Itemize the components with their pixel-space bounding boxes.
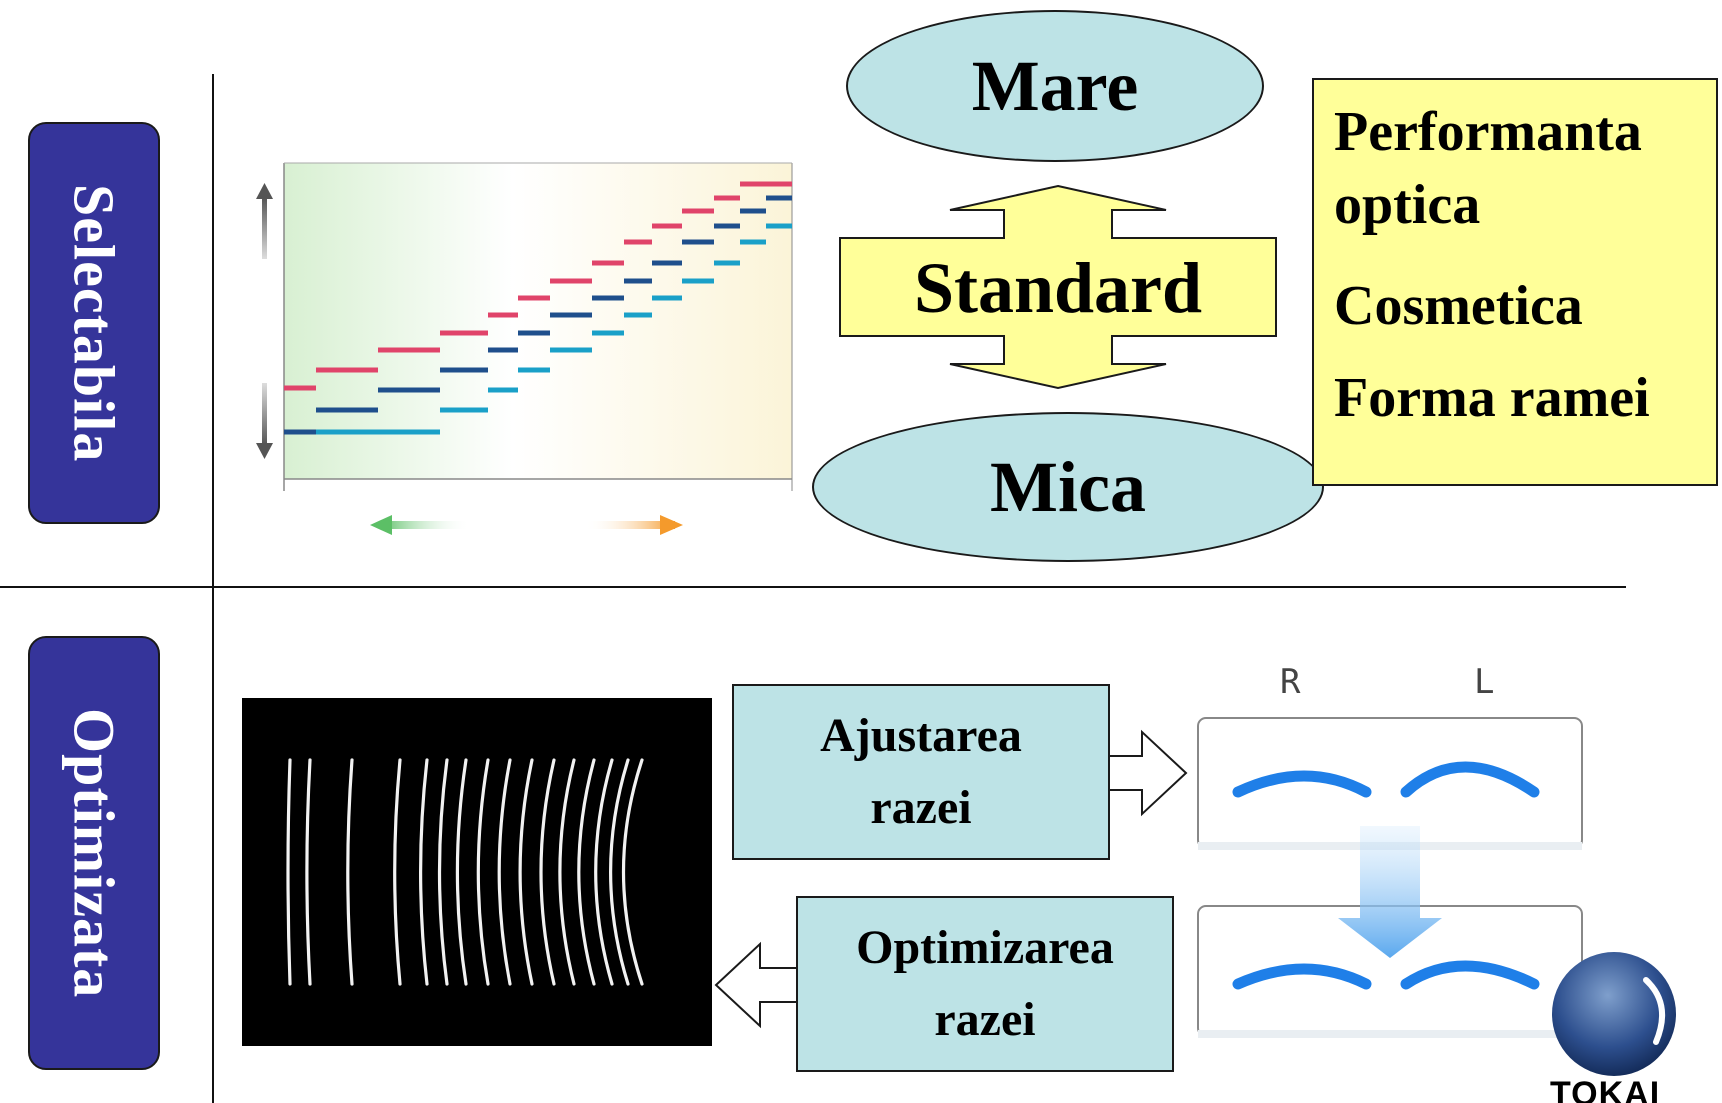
right-orange-arrow: [585, 515, 683, 535]
optimize-radius-line2: razei: [934, 993, 1036, 1046]
small-size-ellipse: Mica: [812, 412, 1324, 562]
ray-curve: [455, 758, 468, 986]
chart-background: [284, 163, 792, 479]
label-selectable: Selectabila: [28, 122, 160, 524]
large-size-ellipse: Mare: [846, 10, 1264, 162]
optimize-radius-box: Optimizarea razei: [796, 896, 1174, 1072]
right-lens-arc-before: [1232, 770, 1372, 798]
ray-tracing-image: [242, 698, 712, 1046]
optimize-radius-line1: Optimizarea: [856, 921, 1114, 974]
left-lens-arc-after: [1400, 960, 1540, 990]
adjust-radius-box: Ajustarea razei: [732, 684, 1110, 860]
ray-curve: [497, 758, 512, 986]
horizontal-divider: [0, 586, 1626, 588]
optimize-arrow: [714, 941, 801, 1029]
left-lens-arc-before: [1400, 761, 1540, 798]
tokai-logo-sphere: [1552, 952, 1676, 1076]
ray-curve: [419, 758, 429, 986]
adjust-radius-line1: Ajustarea: [820, 709, 1022, 762]
tokai-logo-text: TOKAI: [1550, 1076, 1661, 1103]
ray-curves: [286, 758, 644, 986]
label-optimized: Optimizata: [28, 636, 160, 1070]
ray-curve: [305, 758, 312, 986]
ray-curve: [594, 758, 614, 986]
small-size-label: Mica: [990, 446, 1146, 527]
left-green-arrow: [370, 515, 470, 535]
left-eye-label: L: [1474, 662, 1495, 702]
ray-curve: [437, 758, 449, 986]
adjust-radius-line2: razei: [870, 781, 972, 834]
ray-curve: [621, 758, 644, 986]
feature-cosmetic: Cosmetica: [1334, 274, 1583, 337]
ray-curve: [286, 758, 292, 986]
down-transition-arrow: [1338, 826, 1442, 958]
label-optimized-text: Optimizata: [61, 707, 127, 999]
down-indicator-arrow: [256, 383, 273, 459]
ray-curve: [609, 758, 630, 986]
standard-size-label: Standard: [913, 247, 1203, 328]
double-arrow-shape: [839, 184, 1277, 390]
lens-selection-chart: [256, 162, 793, 535]
right-lens-arc-after: [1232, 963, 1372, 990]
ray-curve: [558, 758, 576, 986]
ray-curve: [393, 758, 402, 986]
ray-curve: [346, 758, 354, 986]
ray-curve: [577, 758, 596, 986]
feature-optical-performance: Performanta optica: [1334, 101, 1642, 236]
ray-curve: [476, 758, 490, 986]
cyan-step-series: [316, 223, 792, 435]
adjust-arrow: [1101, 729, 1188, 817]
feature-frame-shape: Forma ramei: [1334, 366, 1650, 429]
right-eye-label: R: [1280, 662, 1301, 702]
vertical-divider: [212, 74, 214, 1103]
ray-curve: [539, 758, 556, 986]
features-box: Performanta optica Cosmetica Forma ramei: [1312, 78, 1718, 486]
up-indicator-arrow: [256, 183, 273, 259]
ray-curve: [518, 758, 534, 986]
navy-step-series: [284, 195, 792, 435]
label-selectable-text: Selectabila: [61, 183, 127, 463]
large-size-label: Mare: [971, 45, 1139, 126]
red-step-series: [284, 181, 792, 391]
